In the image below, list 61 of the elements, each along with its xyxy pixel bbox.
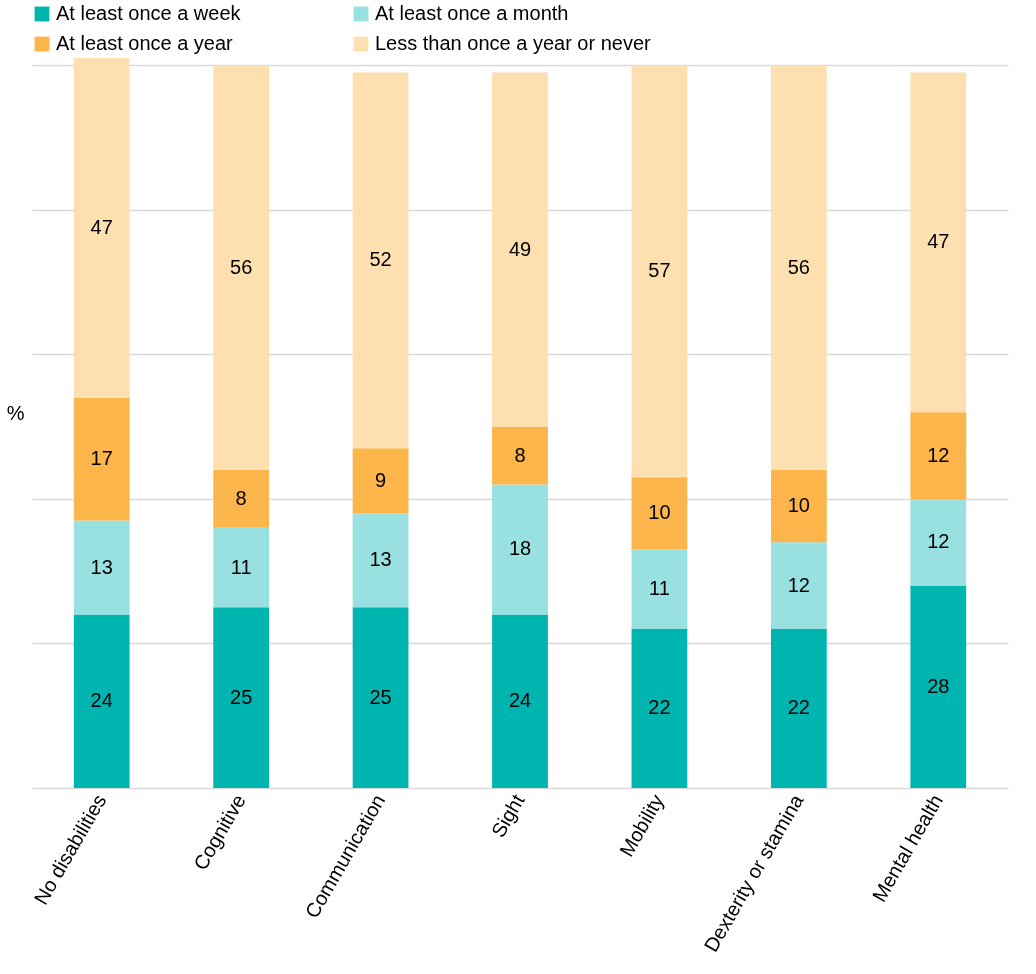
- bar: [73, 614, 130, 788]
- data-label: 9: [375, 468, 387, 491]
- legend-label: At least once a month: [375, 2, 569, 24]
- data-label: 22: [648, 696, 671, 719]
- bar: [352, 448, 409, 514]
- data-label: 10: [787, 494, 810, 517]
- data-label: 22: [787, 696, 810, 719]
- data-label: 11: [230, 555, 252, 578]
- bar: [631, 65, 688, 478]
- y-axis-title: %: [6, 401, 25, 424]
- data-label: 52: [369, 248, 392, 271]
- bar: [492, 484, 548, 615]
- bar: [213, 469, 270, 528]
- data-label: 56: [230, 255, 253, 278]
- bar: [910, 412, 967, 499]
- data-label: 11: [649, 577, 670, 600]
- data-label: 8: [514, 443, 526, 466]
- bar: [73, 397, 130, 521]
- data-label: 18: [508, 537, 532, 560]
- data-label: 12: [927, 443, 950, 466]
- bar: [73, 58, 130, 398]
- bar: [352, 72, 409, 449]
- bar: [770, 628, 827, 788]
- legend-label: At least once a week: [56, 2, 242, 24]
- data-label: 25: [230, 685, 253, 708]
- data-label: 13: [369, 548, 392, 571]
- bar: [910, 585, 967, 788]
- bar: [770, 469, 827, 543]
- bar: [492, 426, 548, 485]
- bar: [213, 65, 270, 470]
- data-label: 47: [90, 215, 113, 238]
- bar: [492, 614, 548, 788]
- data-label: 10: [648, 501, 671, 524]
- bar: [352, 607, 409, 788]
- bar: [73, 520, 130, 615]
- data-label: 12: [927, 530, 950, 553]
- data-label: 13: [90, 555, 113, 578]
- data-label: 47: [927, 230, 950, 253]
- data-label: 57: [648, 259, 671, 282]
- bar: [910, 498, 967, 586]
- data-label: 56: [787, 255, 810, 278]
- legend-label: Less than once a year or never: [375, 32, 652, 54]
- data-label: 12: [787, 573, 810, 596]
- data-label: 49: [508, 237, 532, 260]
- bar: [352, 513, 409, 608]
- data-label: 24: [90, 689, 113, 712]
- bar: [910, 72, 967, 413]
- bar: [213, 607, 270, 788]
- data-label: 8: [235, 486, 247, 509]
- bar: [631, 549, 688, 629]
- data-label: 25: [369, 685, 392, 708]
- bar: [213, 527, 270, 608]
- bar: [492, 72, 548, 427]
- data-label: 28: [927, 674, 950, 697]
- bar: [770, 65, 827, 470]
- legend-label: At least once a year: [56, 32, 234, 54]
- bar: [631, 477, 688, 550]
- bar: [770, 542, 827, 629]
- data-label: 24: [508, 689, 532, 712]
- data-label: 17: [90, 447, 113, 470]
- bar: [631, 628, 688, 788]
